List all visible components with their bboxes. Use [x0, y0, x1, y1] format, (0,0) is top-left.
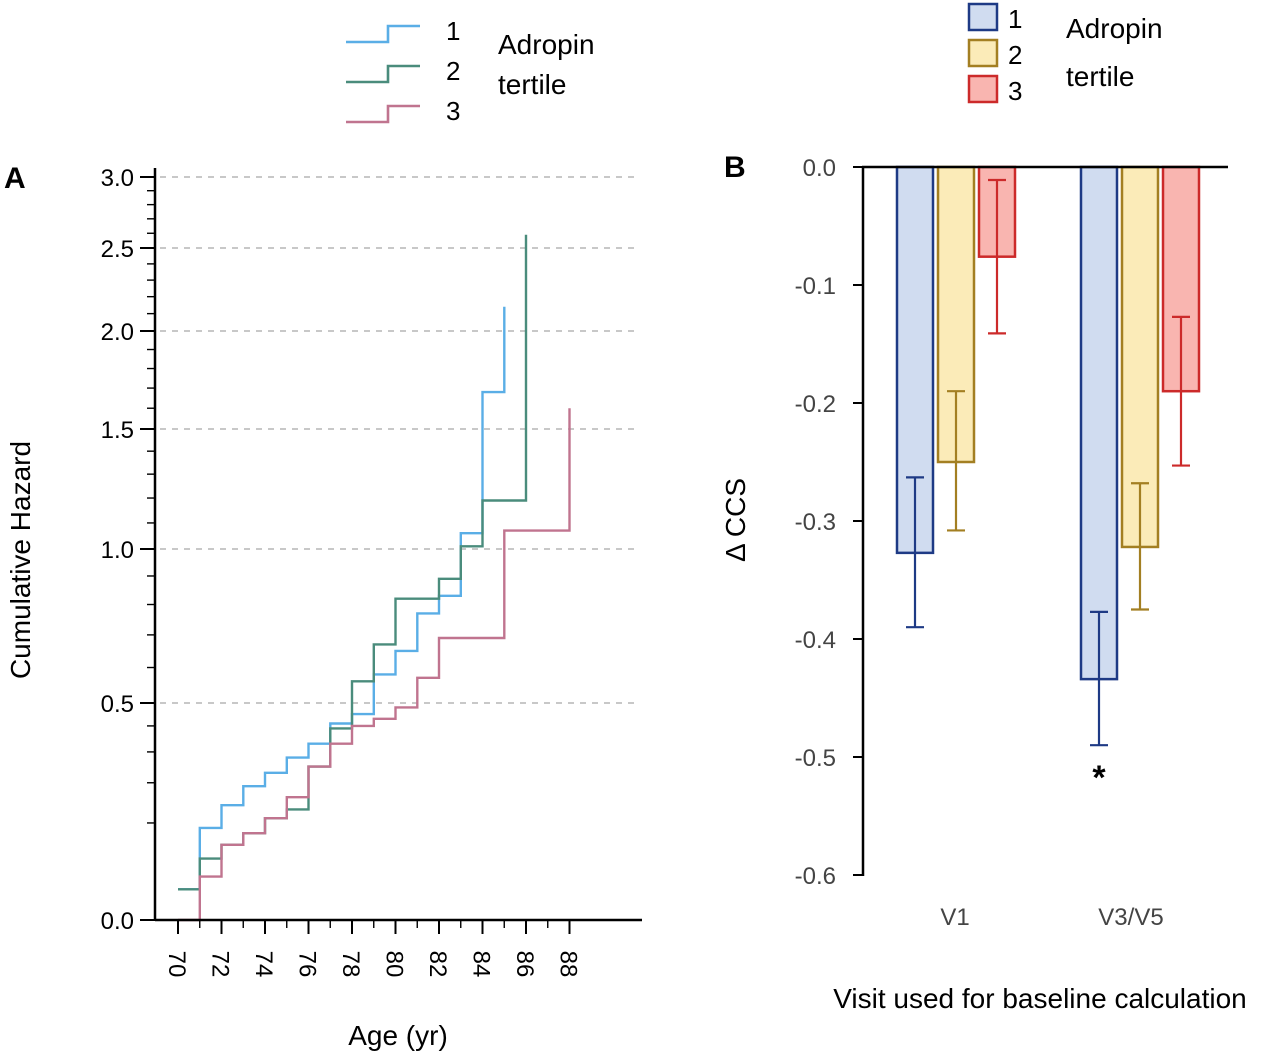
panel-a: A 0.0 0.5 1.0 1.5 2.0 2.5 3.0 70 72 74 76 78 80 82 84…: [4, 16, 642, 1051]
panel-a-legend-entry-3: 3: [446, 96, 460, 126]
panel-a-legend-swatch-3: [346, 104, 420, 124]
panel-a-label: A: [4, 162, 26, 195]
panel-a-x-tick-label: 76: [294, 951, 321, 978]
panel-b-y-axis-label: Δ CCS: [720, 478, 751, 562]
panel-a-series: [178, 234, 571, 922]
panel-b-legend-swatch-2: [967, 38, 999, 68]
panel-a-legend: Adropin tertile 1 2 3: [346, 16, 595, 126]
panel-b: B * 0.0-0.1-0.2-0.3-0.4-0.5-0.6 V1 V3/V5 …: [720, 2, 1247, 1014]
panel-a-y-tick-label: 1.0: [101, 537, 134, 564]
panel-a-y-tick-label: 3.0: [101, 165, 134, 192]
panel-b-legend-title-line2: tertile: [1066, 61, 1134, 92]
panel-a-x-tick-label: 74: [250, 951, 277, 978]
panel-b-x-tick-label: V3/V5: [1098, 904, 1163, 931]
panel-b-bars: *: [895, 165, 1201, 797]
panel-a-x-ticks: 70 72 74 76 78 80 82 84 86 88: [163, 920, 582, 977]
panel-a-legend-swatch-2: [346, 64, 420, 84]
panel-a-x-tick-label: 70: [163, 951, 190, 978]
panel-a-legend-entry-2: 2: [446, 56, 460, 86]
panel-a-axes: [153, 168, 642, 922]
panel-a-legend-entry-1: 1: [446, 16, 460, 46]
panel-a-y-tick-label: 0.0: [101, 908, 134, 935]
panel-a-y-tick-label: 2.5: [101, 236, 134, 263]
panel-a-x-tick-label: 80: [381, 951, 408, 978]
panel-a-x-tick-label: 84: [468, 951, 495, 978]
panel-a-y-ticks: 0.0 0.5 1.0 1.5 2.0 2.5 3.0: [101, 165, 155, 935]
panel-a-legend-swatch-1: [346, 24, 420, 44]
panel-a-series-line-2: [178, 234, 528, 891]
panel-a-legend-title-line1: Adropin: [498, 29, 595, 60]
panel-a-y-axis-label: Cumulative Hazard: [5, 441, 36, 679]
panel-a-x-tick-label: 88: [555, 951, 582, 978]
panel-a-x-tick-label: 72: [207, 951, 234, 978]
panel-b-legend-swatch-3: [967, 74, 999, 104]
panel-b-significance-asterisk: *: [1092, 759, 1106, 797]
panel-b-y-ticks: 0.0 -0.1 -0.2 -0.3 -0.4 -0.5 -0.6: [795, 155, 863, 890]
panel-a-series-line-3: [178, 408, 571, 922]
panel-b-bar-1-V3/V5: [1079, 165, 1119, 681]
panel-b-legend-title-line1: Adropin: [1066, 13, 1163, 44]
panel-b-x-tick-label: V1: [940, 904, 969, 931]
panel-b-legend-entry-3: 3: [1008, 76, 1022, 106]
panel-a-x-tick-label: 78: [337, 951, 364, 978]
panel-b-x-ticks: V1 V3/V5: [940, 904, 1163, 931]
panel-a-y-tick-label: 1.5: [101, 417, 134, 444]
panel-a-y-tick-label: 0.5: [101, 691, 134, 718]
panel-b-legend-entry-2: 2: [1008, 40, 1022, 70]
panel-b-label: B: [724, 151, 746, 184]
panel-a-x-tick-label: 82: [424, 951, 451, 978]
panel-b-y-tick-label: 0.0: [803, 155, 836, 182]
panel-a-x-tick-label: 86: [511, 951, 538, 978]
panel-b-x-axis-label: Visit used for baseline calculation: [833, 983, 1247, 1014]
panel-b-y-tick-label: -0.3: [795, 509, 836, 536]
panel-a-series-line-1: [178, 306, 506, 891]
panel-b-y-tick-label: -0.4: [795, 627, 836, 654]
panel-a-gridlines: [160, 176, 636, 704]
panel-a-y-tick-label: 2.0: [101, 319, 134, 346]
panel-b-y-tick-label: -0.5: [795, 745, 836, 772]
panel-b-y-tick-label: -0.2: [795, 391, 836, 418]
panel-a-legend-title-line2: tertile: [498, 69, 566, 100]
panel-b-legend: Adropin tertile 1 2 3: [967, 2, 1163, 106]
panel-b-legend-swatch-1: [967, 2, 999, 32]
panel-a-x-axis-label: Age (yr): [348, 1020, 448, 1051]
panel-b-legend-entry-1: 1: [1008, 4, 1022, 34]
panel-b-y-tick-label: -0.1: [795, 273, 836, 300]
panel-b-y-tick-label: -0.6: [795, 863, 836, 890]
